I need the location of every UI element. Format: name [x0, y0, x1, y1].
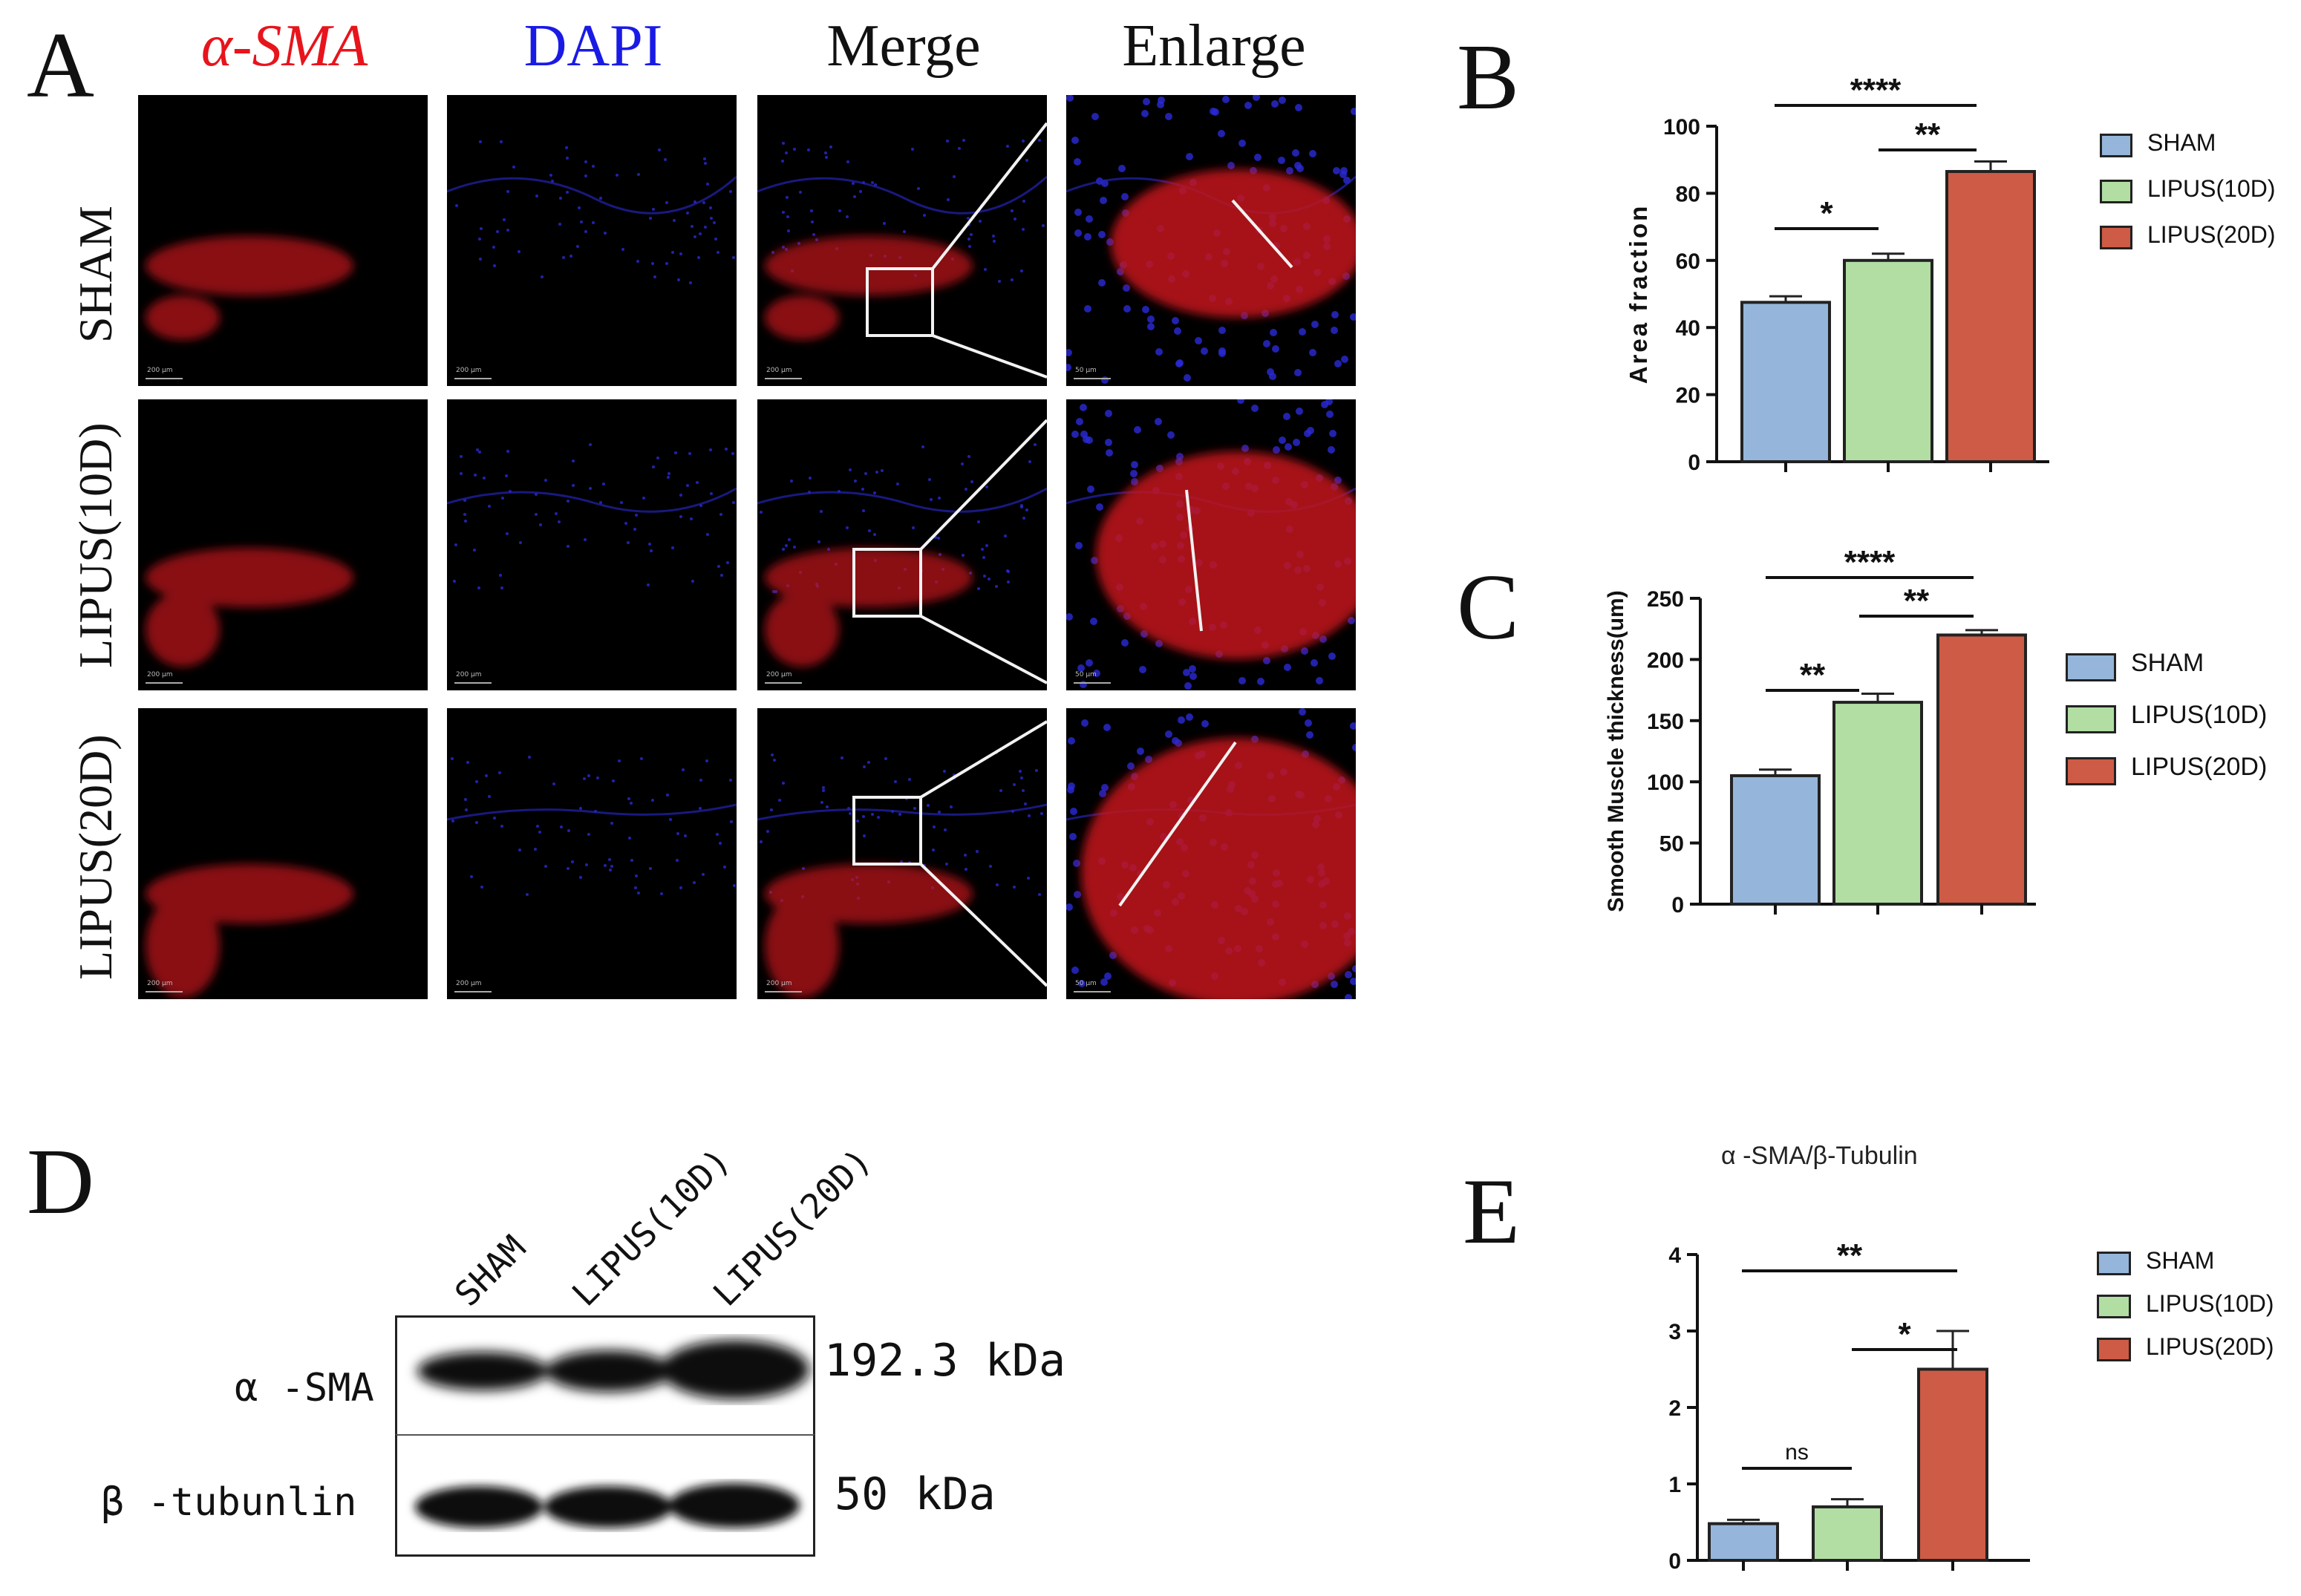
panel-letter-c: C: [1457, 556, 1520, 659]
scale-bar-label: 200 μm: [147, 671, 173, 678]
chart-title-e: α -SMA/β-Tubulin: [1721, 1142, 1918, 1170]
y-tick-label: 80: [1676, 182, 1700, 206]
micrograph-r2-c2: 200 μm: [447, 399, 737, 690]
legend-label-lipus10d: LIPUS(10D): [2147, 175, 2276, 202]
legend-label-lipus20d: LIPUS(20D): [2147, 221, 2276, 248]
scale-bar-label: 200 μm: [766, 980, 792, 987]
legend-label-sham: SHAM: [2147, 129, 2216, 156]
column-header-merge: Merge: [826, 13, 981, 79]
scale-bar-label: 200 μm: [456, 980, 482, 987]
y-axis-title: Area fraction: [1625, 204, 1652, 385]
scale-bar-label: 200 μm: [456, 367, 482, 374]
micrograph-r2-c4: 50 μm: [1066, 399, 1356, 690]
y-tick-label: 50: [1659, 832, 1684, 857]
micrograph-r3-c4: 50 μm: [1066, 708, 1356, 999]
scale-bar-label: 50 μm: [1075, 367, 1097, 374]
legend-label-sham: SHAM: [2131, 649, 2204, 677]
legend-swatch-sham: [2066, 653, 2116, 681]
y-tick-label: 3: [1668, 1320, 1681, 1344]
y-tick-label: 0: [1671, 893, 1684, 918]
significance-label: **: [1915, 117, 1941, 153]
bar-sham: [1740, 301, 1831, 463]
legend-label-lipus10d: LIPUS(10D): [2146, 1290, 2274, 1317]
chart-c-muscle-thickness: 0 50 100 150 200 250 Smooth Muscle thickness(u…: [1604, 544, 2036, 918]
y-tick-label: 2: [1668, 1396, 1681, 1421]
band-size-tubulin: 50 kDa: [835, 1468, 996, 1520]
band-name-asma: α -SMA: [235, 1366, 374, 1410]
micrograph-r1-c1: 200 μm: [138, 95, 428, 386]
band-size-asma: 192.3 kDa: [824, 1335, 1066, 1387]
y-tick-label: 250: [1647, 587, 1684, 612]
scale-bar-label: 200 μm: [456, 671, 482, 678]
legend-swatch-lipus10d: [2066, 705, 2116, 733]
y-tick-label: 40: [1676, 316, 1700, 341]
y-tick-label: 150: [1647, 710, 1684, 734]
y-tick-label: 4: [1668, 1243, 1681, 1268]
y-tick-label: 200: [1647, 648, 1684, 673]
column-header-enlarge: Enlarge: [1122, 13, 1306, 79]
panel-letter-d: D: [27, 1131, 94, 1234]
legend-label-lipus10d: LIPUS(10D): [2131, 701, 2268, 729]
scale-bar-label: 200 μm: [766, 671, 792, 678]
scale-bar-label: 50 μm: [1075, 980, 1097, 987]
zoom-connector-lines: [852, 122, 1293, 987]
significance-label: **: [1800, 657, 1826, 693]
column-header-asma: α-SMA: [200, 13, 368, 79]
y-tick-label: 100: [1663, 115, 1700, 140]
significance-label: ns: [1785, 1440, 1809, 1465]
legend-label-lipus20d: LIPUS(20D): [2146, 1333, 2274, 1360]
scale-bar-label: 200 μm: [147, 980, 173, 987]
legend-swatch-sham: [2097, 1252, 2131, 1275]
blot-asma: [395, 1315, 815, 1439]
scale-bar-label: 200 μm: [147, 367, 173, 374]
band-name-tubulin: β -tubunlin: [101, 1480, 357, 1525]
significance-label: ****: [1850, 72, 1902, 108]
scale-bar-label: 50 μm: [1075, 671, 1097, 678]
micrograph-r3-c1: 200 μm: [138, 708, 428, 999]
significance-label: ****: [1844, 544, 1896, 580]
bar-lipus20d: [1936, 633, 2027, 906]
bar-lipus20d: [1917, 1367, 1988, 1562]
legend-label-lipus20d: LIPUS(20D): [2131, 753, 2268, 781]
significance-label: **: [1837, 1237, 1863, 1274]
significance-label: *: [1898, 1316, 1911, 1353]
bar-sham: [1708, 1522, 1779, 1562]
scale-bar-label: 200 μm: [766, 367, 792, 374]
legend-swatch-lipus10d: [2100, 180, 2132, 203]
blot-tubulin: [395, 1434, 815, 1557]
micrograph-r3-c2: 200 μm: [447, 708, 737, 999]
panel-letter-e: E: [1463, 1160, 1520, 1263]
y-tick-label: 20: [1676, 384, 1700, 408]
lane-label-sham: SHAM: [446, 1227, 534, 1314]
y-tick-label: 1: [1668, 1473, 1681, 1497]
bar-lipus10d: [1812, 1505, 1883, 1562]
panel-letter-b: B: [1457, 26, 1520, 129]
y-tick-label: 0: [1688, 451, 1700, 475]
micrograph-r1-c3: 200 μm: [757, 95, 1047, 386]
legend-swatch-lipus20d: [2066, 757, 2116, 785]
significance-label: *: [1820, 195, 1833, 232]
y-axis-title: Smooth Muscle thickness(um): [1604, 590, 1628, 912]
bar-lipus10d: [1832, 701, 1923, 906]
bar-sham: [1730, 774, 1821, 906]
significance-label: **: [1904, 583, 1930, 619]
y-tick-label: 100: [1647, 771, 1684, 795]
micrograph-r1-c2: 200 μm: [447, 95, 737, 386]
y-tick-label: 60: [1676, 249, 1700, 274]
bar-lipus20d: [1945, 170, 2036, 464]
legend-label-sham: SHAM: [2146, 1247, 2215, 1274]
panel-letter-a: A: [27, 14, 94, 117]
bar-lipus10d: [1843, 258, 1933, 463]
micrograph-r3-c3: 200 μm: [757, 708, 1047, 999]
legend-swatch-lipus20d: [2097, 1338, 2131, 1361]
column-header-dapi: DAPI: [523, 13, 663, 79]
y-tick-label: 0: [1668, 1549, 1681, 1574]
legend-swatch-lipus20d: [2100, 226, 2132, 249]
micrograph-r1-c4: 50 μm: [1066, 95, 1356, 386]
legend-swatch-lipus10d: [2097, 1295, 2131, 1318]
micrograph-r2-c1: 200 μm: [138, 399, 428, 690]
legend-swatch-sham: [2100, 134, 2132, 157]
